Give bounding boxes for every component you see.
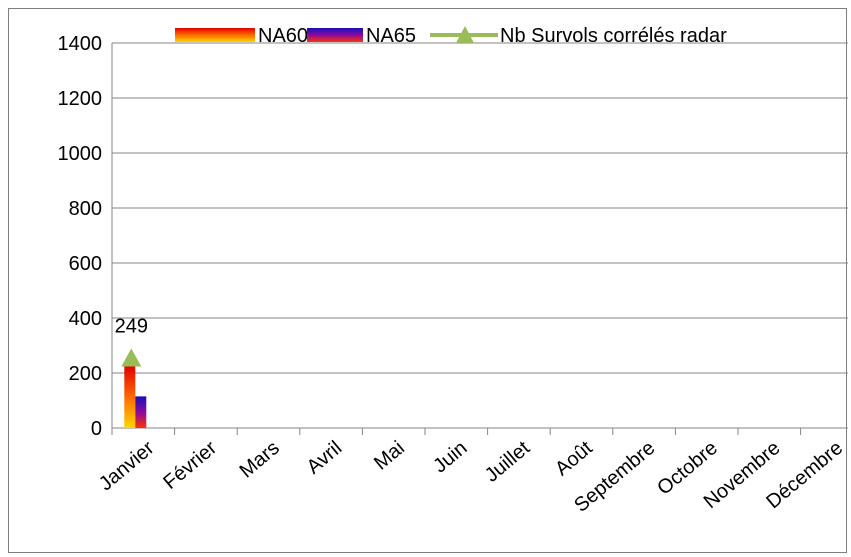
axes [111, 43, 848, 435]
bar-na65 [135, 396, 147, 428]
legend-label-radar: Nb Survols corrélés radar [500, 25, 727, 47]
x-tick-label: Février [159, 437, 221, 494]
legend-swatch-na60 [175, 28, 255, 42]
y-tick-label: 600 [69, 253, 102, 275]
x-tick-label: Mai [370, 437, 409, 475]
y-tick-label: 1200 [58, 88, 103, 110]
y-tick-label: 200 [69, 363, 102, 385]
y-tick-label: 1000 [58, 143, 103, 165]
y-tick-label: 800 [69, 198, 102, 220]
legend-label-na60: NA60 [258, 25, 308, 47]
marker-radar [121, 348, 142, 367]
gridlines [112, 42, 848, 374]
y-tick-label: 1400 [58, 33, 103, 55]
bar-na60 [124, 366, 136, 428]
x-tick-label: Avril [303, 437, 347, 479]
legend: NA60 NA65 Nb Survols corrélés radar [175, 25, 727, 47]
markers [121, 348, 142, 367]
legend-marker-radar [456, 26, 474, 43]
x-tick-label: Juillet [481, 437, 535, 487]
bars [124, 366, 147, 428]
y-tick-label: 0 [91, 418, 102, 440]
labels: 0 200 400 600 800 1000 1200 1400 Janvier Février M… [58, 33, 848, 517]
legend-swatch-na65 [307, 28, 363, 42]
y-tick-label: 400 [69, 308, 102, 330]
legend-label-na65: NA65 [366, 25, 416, 47]
x-tick-label: Juin [429, 437, 471, 477]
chart-frame [8, 8, 847, 553]
x-tick-label: Mars [236, 437, 284, 482]
x-tick-label: Août [551, 437, 597, 481]
data-label-radar: 249 [115, 316, 148, 338]
x-tick-label: Janvier [95, 437, 159, 496]
